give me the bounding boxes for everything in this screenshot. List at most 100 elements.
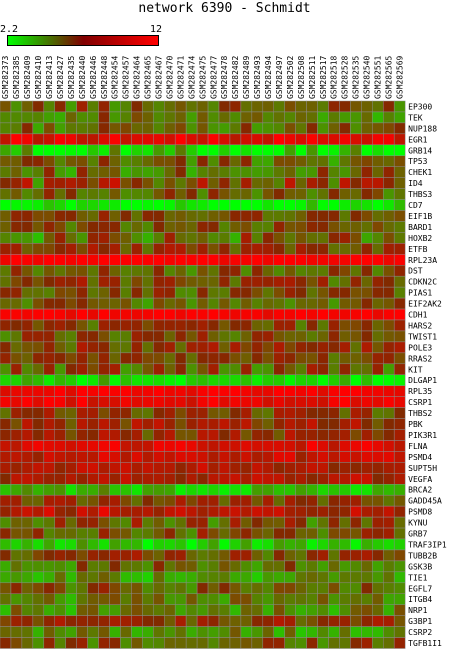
heatmap-cell bbox=[262, 538, 274, 551]
heatmap-cell bbox=[142, 571, 154, 584]
heatmap-cell bbox=[153, 615, 165, 627]
heatmap-cell bbox=[10, 319, 23, 332]
heatmap-cell bbox=[317, 122, 329, 135]
heatmap-cell bbox=[54, 210, 66, 222]
heatmap-cell bbox=[164, 571, 176, 584]
row-label: CDKN2C bbox=[408, 278, 437, 287]
heatmap-cell bbox=[393, 396, 406, 408]
heatmap-cell bbox=[10, 516, 23, 529]
heatmap-cell bbox=[240, 505, 253, 518]
heatmap-cell bbox=[164, 330, 176, 343]
heatmap-cell bbox=[339, 374, 351, 386]
heatmap-cell bbox=[43, 122, 55, 135]
heatmap-cell bbox=[262, 549, 274, 562]
heatmap-cell bbox=[207, 560, 220, 573]
heatmap-cell bbox=[142, 308, 154, 321]
heatmap-cell bbox=[76, 538, 88, 551]
column-label: GSM282477 bbox=[209, 55, 218, 99]
heatmap-cell bbox=[273, 363, 285, 375]
heatmap-cell bbox=[393, 593, 406, 605]
heatmap-cell bbox=[196, 429, 209, 441]
heatmap-cell bbox=[32, 100, 45, 113]
heatmap-cell bbox=[43, 265, 55, 277]
heatmap-cell bbox=[65, 221, 77, 233]
heatmap-cell bbox=[207, 494, 220, 507]
heatmap-cell bbox=[262, 440, 274, 452]
heatmap-cell bbox=[43, 462, 55, 474]
heatmap-cell bbox=[284, 396, 296, 408]
heatmap-cell bbox=[87, 155, 99, 167]
color-scale-min-label: 2.2 bbox=[0, 24, 19, 35]
heatmap-cell bbox=[251, 341, 264, 354]
heatmap-cell bbox=[65, 505, 77, 518]
heatmap-cell bbox=[131, 352, 143, 365]
heatmap-cell bbox=[350, 626, 362, 638]
heatmap-cell bbox=[196, 626, 209, 638]
heatmap-cell bbox=[262, 122, 274, 135]
heatmap-cell bbox=[339, 571, 351, 584]
heatmap-cell bbox=[229, 199, 242, 211]
heatmap-cell bbox=[306, 462, 318, 474]
heatmap-cell bbox=[32, 538, 45, 551]
heatmap-cell bbox=[153, 297, 165, 310]
row-label: EGFL7 bbox=[408, 584, 432, 593]
heatmap-cell bbox=[273, 111, 285, 124]
heatmap-cell bbox=[273, 560, 285, 573]
heatmap-cell bbox=[43, 177, 55, 189]
heatmap-cell bbox=[164, 374, 176, 386]
heatmap-cell bbox=[32, 275, 45, 288]
heatmap-cell bbox=[109, 538, 121, 551]
heatmap-cell bbox=[240, 199, 253, 211]
heatmap-cell bbox=[328, 319, 340, 332]
heatmap-cell bbox=[87, 330, 99, 343]
heatmap-cell bbox=[361, 451, 373, 463]
color-scale-max-label: 12 bbox=[150, 24, 163, 35]
heatmap-cell bbox=[174, 473, 187, 485]
heatmap-cell bbox=[120, 571, 132, 584]
heatmap-cell bbox=[284, 210, 296, 222]
heatmap-cell bbox=[153, 352, 165, 365]
heatmap-cell bbox=[295, 111, 307, 124]
heatmap-cell bbox=[393, 571, 406, 584]
heatmap-cell bbox=[273, 177, 285, 189]
heatmap-cell bbox=[153, 626, 165, 638]
heatmap-cell bbox=[98, 396, 110, 408]
heatmap-cell bbox=[43, 407, 55, 419]
heatmap-cell bbox=[98, 199, 110, 211]
heatmap-cell bbox=[54, 286, 66, 299]
heatmap-cell bbox=[32, 473, 45, 485]
heatmap-cell bbox=[10, 243, 23, 255]
heatmap-cell bbox=[196, 155, 209, 167]
heatmap-cell bbox=[240, 440, 253, 452]
row-label: GSK3B bbox=[408, 562, 432, 571]
heatmap-cell bbox=[372, 582, 384, 594]
heatmap-cell bbox=[120, 396, 132, 408]
heatmap-cell bbox=[109, 319, 121, 332]
heatmap-cell bbox=[207, 626, 220, 638]
heatmap-cell bbox=[306, 122, 318, 135]
heatmap-cell bbox=[0, 615, 12, 627]
heatmap-cell bbox=[196, 341, 209, 354]
heatmap-cell bbox=[87, 221, 99, 233]
heatmap-cell bbox=[65, 254, 77, 266]
heatmap-cell bbox=[372, 155, 384, 167]
heatmap-cell bbox=[328, 626, 340, 638]
heatmap-cell bbox=[109, 527, 121, 540]
heatmap-cell bbox=[87, 254, 99, 266]
heatmap-cell bbox=[43, 527, 55, 540]
heatmap-cell bbox=[142, 396, 154, 408]
row-label: EGR1 bbox=[408, 135, 427, 144]
heatmap-cell bbox=[372, 308, 384, 321]
heatmap-cell bbox=[361, 286, 373, 299]
heatmap-cell bbox=[328, 265, 340, 277]
heatmap-cell bbox=[76, 133, 88, 146]
heatmap-cell bbox=[120, 484, 132, 496]
heatmap-cell bbox=[43, 188, 55, 200]
heatmap-cell bbox=[251, 352, 264, 365]
heatmap-cell bbox=[153, 582, 165, 594]
heatmap-cell bbox=[273, 319, 285, 332]
heatmap-cell bbox=[306, 538, 318, 551]
heatmap-cell bbox=[273, 593, 285, 605]
heatmap-cell bbox=[218, 210, 231, 222]
heatmap-cell bbox=[383, 396, 395, 408]
